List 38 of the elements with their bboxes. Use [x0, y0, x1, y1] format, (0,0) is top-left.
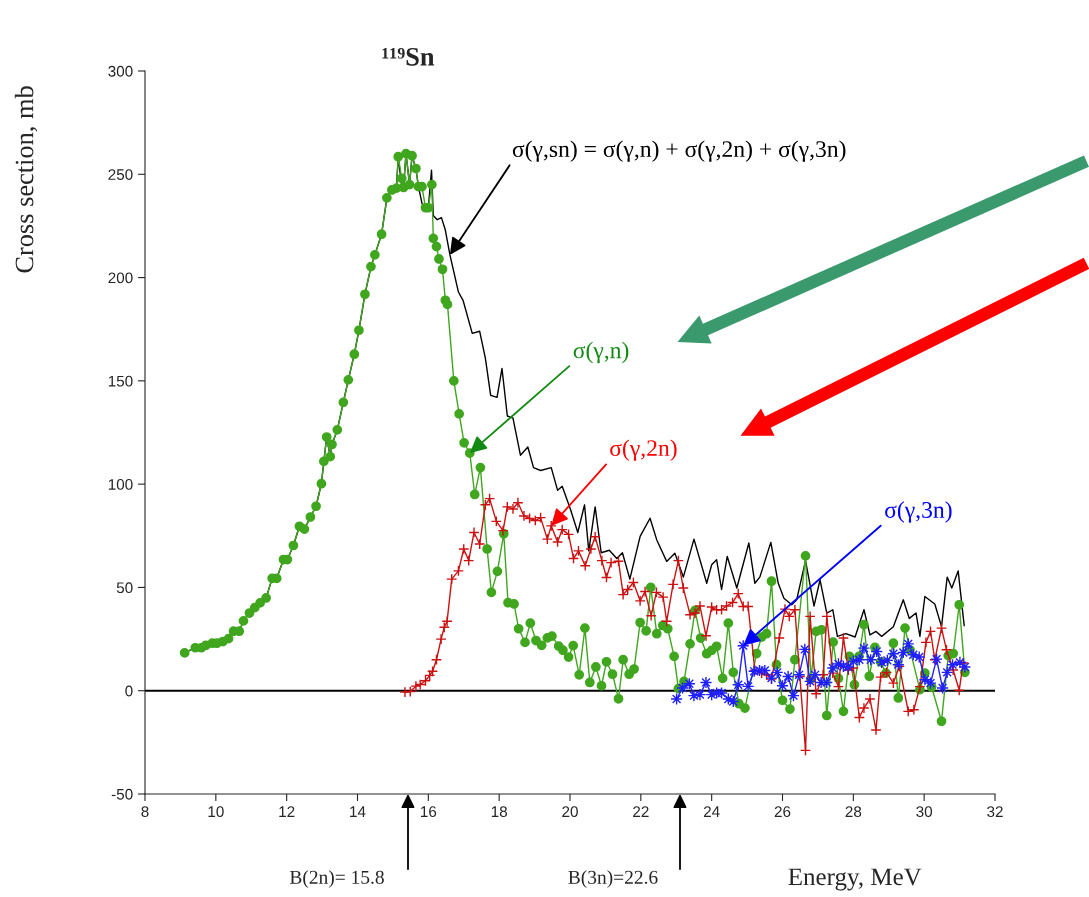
y-tick-label: 200: [108, 272, 133, 284]
x-tick-label: 22: [633, 806, 649, 817]
y-tick-label: 300: [108, 65, 133, 77]
point: [912, 650, 926, 664]
x-tick-label: 26: [774, 806, 791, 818]
point: [670, 692, 683, 706]
annotation: σ(γ,3n): [885, 501, 952, 523]
point: [693, 688, 707, 701]
x-tick-label: 14: [350, 806, 366, 817]
x-tick-label: 24: [703, 806, 720, 817]
y-tick-label: 150: [108, 375, 133, 387]
point: [808, 668, 822, 682]
point: [936, 681, 949, 695]
y-tick-label: 250: [108, 169, 133, 180]
text: B(3n)=22.6: [568, 870, 658, 888]
x-axis-title: Energy, MeV: [788, 868, 922, 891]
x-tick-label: 32: [987, 806, 1003, 818]
text: B(2n)= 15.8: [289, 870, 384, 888]
x-tick-label: 8: [141, 806, 149, 818]
x-tick-label: 18: [491, 806, 507, 818]
x-tick-label: 12: [279, 806, 295, 817]
chart-title: ¹¹⁹Sn: [382, 47, 435, 66]
y-axis-title: Cross section, mb: [14, 86, 38, 273]
annotation: σ(γ,n): [573, 341, 629, 364]
x-tick-label: 28: [845, 806, 862, 818]
x-tick-label: 16: [421, 806, 437, 818]
point: [958, 660, 972, 674]
y-tick-label: 50: [116, 582, 133, 594]
annotation: σ(γ,sn) = σ(γ,n) + σ(γ,2n) + σ(γ,3n): [512, 140, 846, 162]
x-tick-label: 10: [208, 806, 224, 818]
x-tick-label: 20: [562, 806, 578, 818]
y-tick-label: 100: [108, 479, 133, 490]
y-tick-label: 0: [125, 685, 133, 697]
point: [699, 676, 713, 689]
annotation: σ(γ,2n): [610, 439, 677, 461]
y-tick-label: -50: [111, 788, 133, 800]
point: [857, 641, 871, 655]
x-tick-label: 30: [916, 806, 933, 818]
